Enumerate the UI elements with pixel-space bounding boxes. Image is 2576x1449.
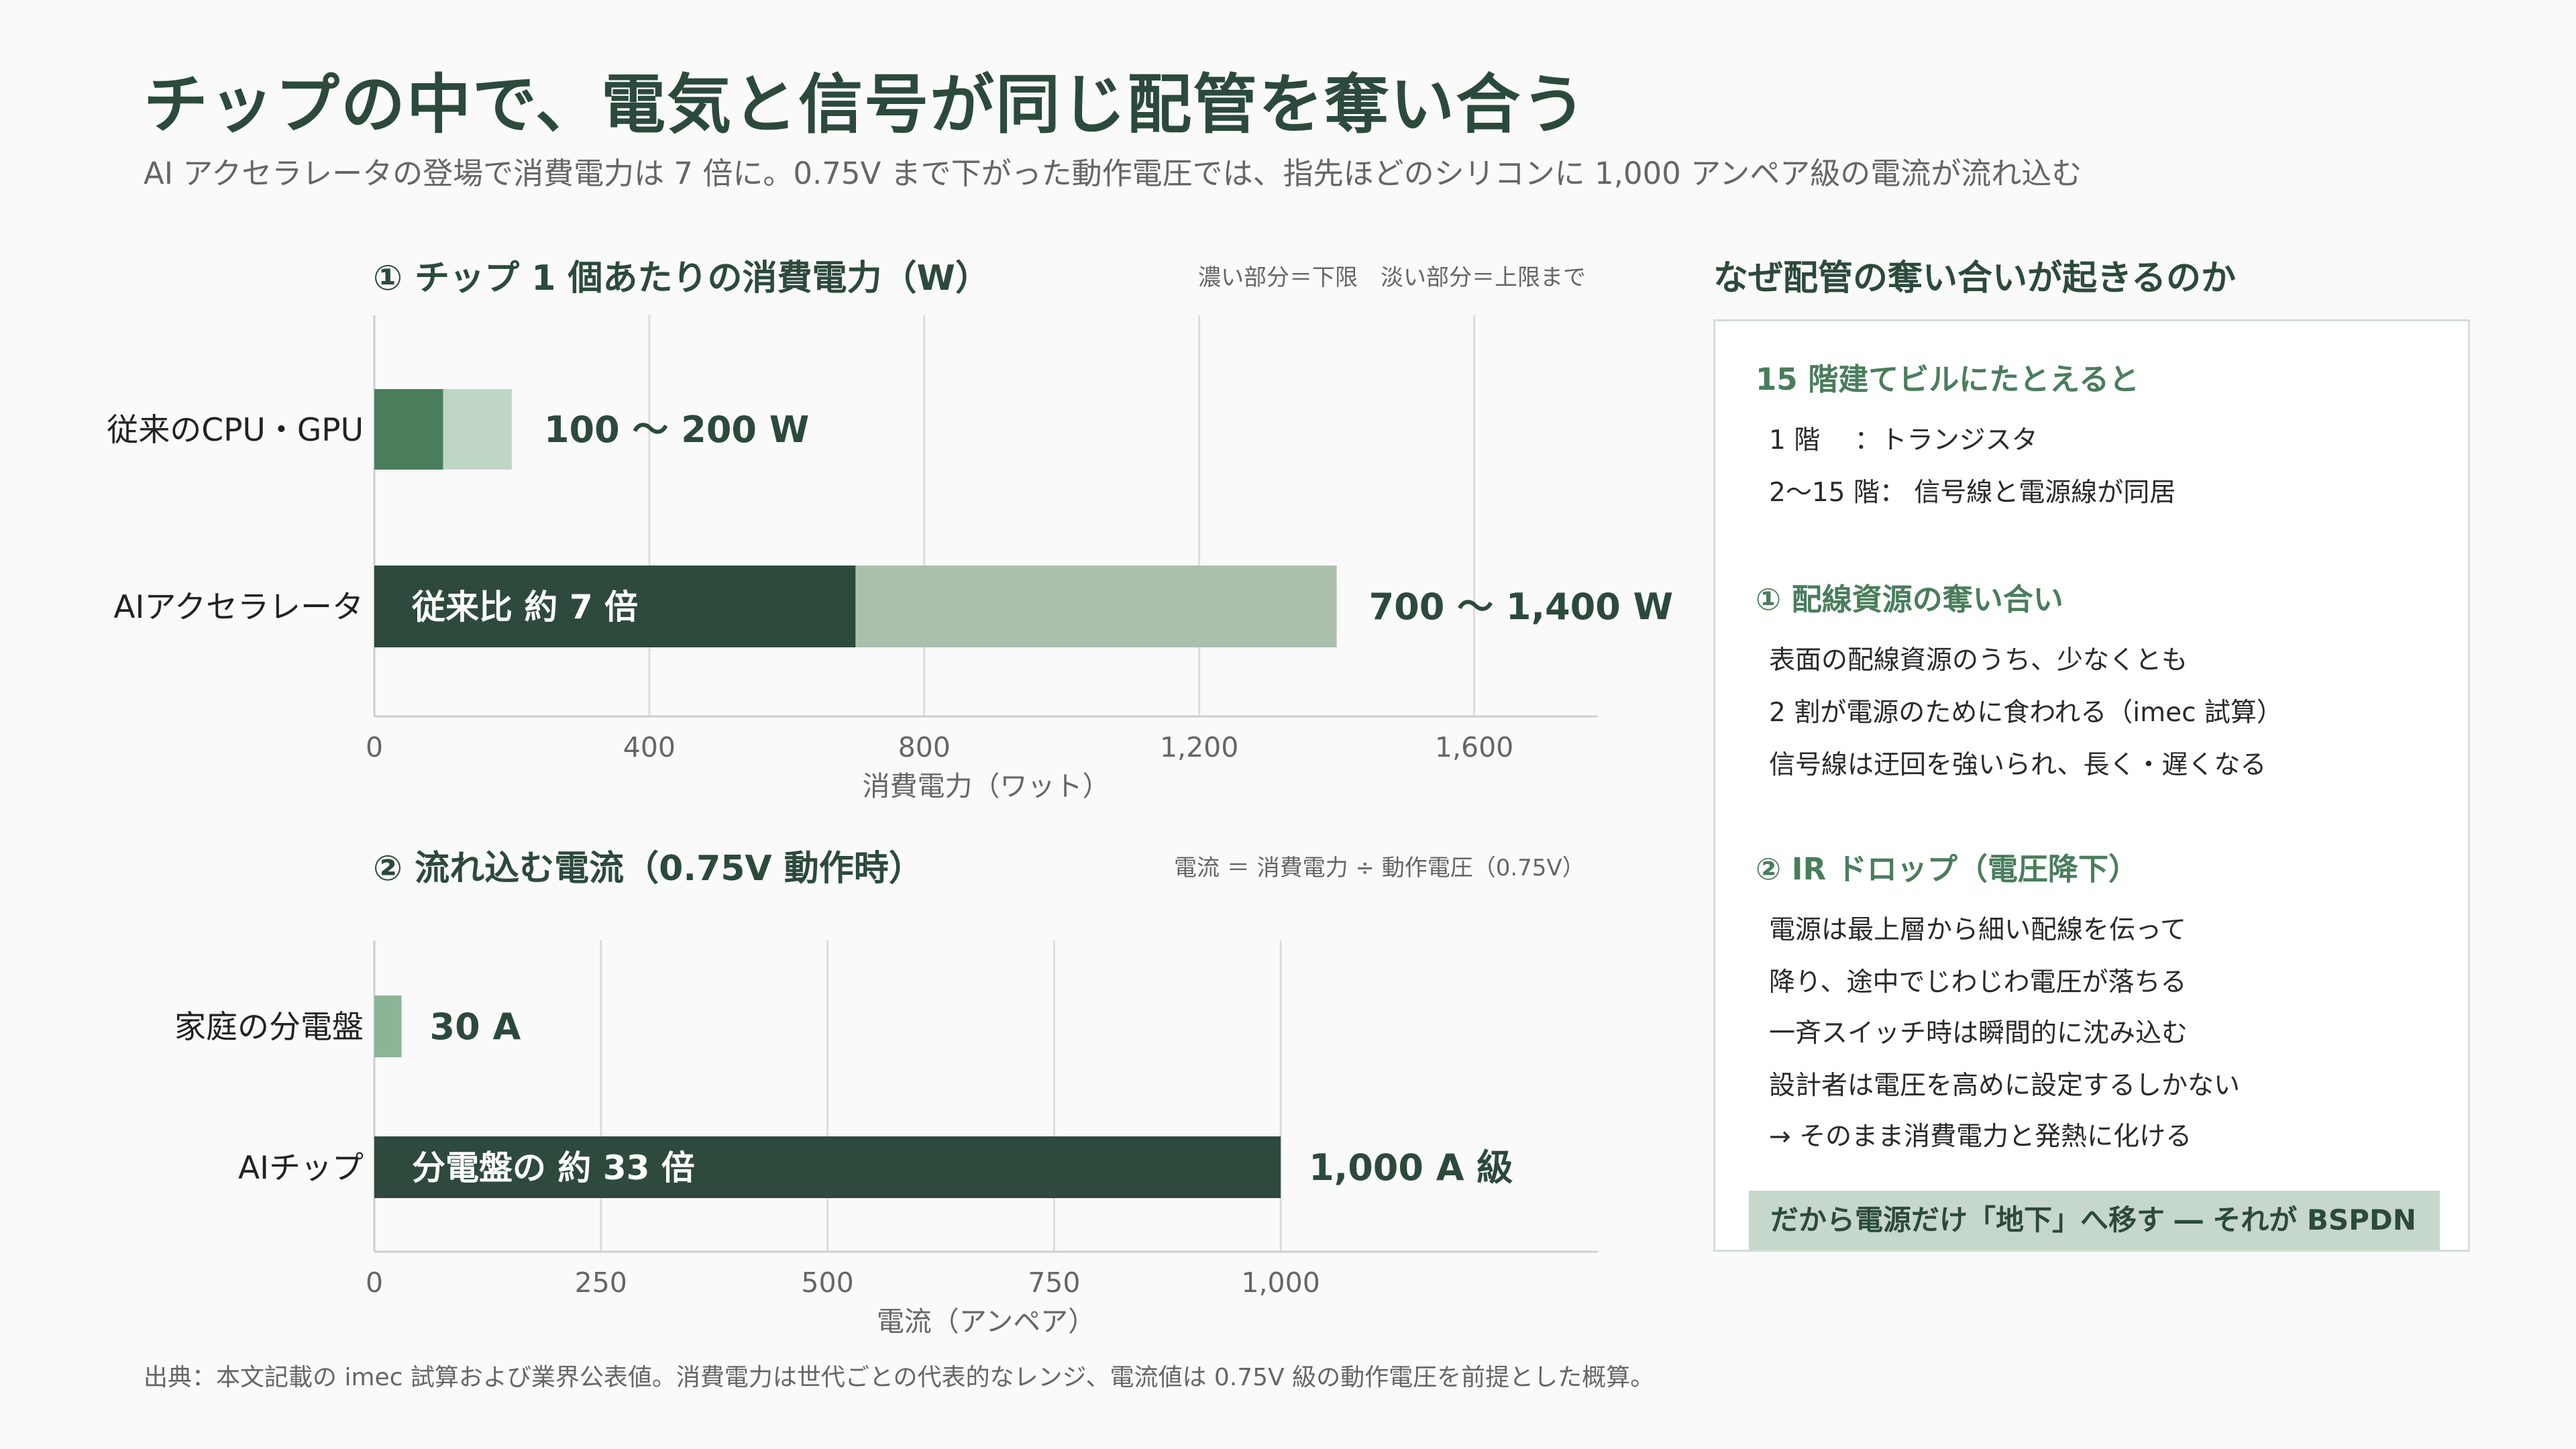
bar [374,996,402,1057]
analogy-heading: 15 階建てビルにたとえると [1756,362,2139,397]
section2-line: 一斉スイッチ時は瞬間的に沈み込む [1769,1018,2188,1049]
x-tick-label: 0 [366,731,383,763]
page-title: チップの中で、電気と信号が同じ配管を奪い合う [144,67,1588,142]
bar [374,1136,1281,1198]
x-tick-label: 750 [1028,1267,1080,1299]
category-label: 従来のCPU・GPU [107,412,364,449]
x-tick-label: 500 [801,1267,853,1299]
analogy-line: 1 階 ：トランジスタ [1769,425,2038,455]
x-tick-label: 1,600 [1435,731,1513,763]
x-tick-label: 0 [366,1267,383,1299]
page-subtitle: AI アクセラレータの登場で消費電力は 7 倍に。0.75V まで下がった動作電… [144,156,2082,191]
section2-heading: ② IR ドロップ（電圧降下） [1756,851,2139,887]
category-label: 家庭の分電盤 [174,1009,364,1046]
chart2-note: 電流 ＝ 消費電力 ÷ 動作電圧（0.75V） [1174,855,1585,881]
x-tick-label: 1,200 [1160,731,1238,763]
x-axis-title: 電流（アンペア） [877,1305,1095,1338]
x-tick-label: 400 [623,731,676,763]
category-label: AIチップ [238,1150,364,1187]
bar-upper-range [443,389,512,470]
panel-heading: なぜ配管の奪い合いが起きるのか [1713,258,2236,299]
conclusion-banner: だから電源だけ「地下」へ移す ― それが BSPDN [1749,1191,2440,1250]
chart1-title: ① チップ 1 個あたりの消費電力（W） [373,258,990,299]
value-label: 100 〜 200 W [544,409,809,451]
section1-line: 2 割が電源のために食われる（imec 試算） [1769,698,2283,728]
bar-lower-bound [374,389,443,470]
analogy-line: 2〜15 階： 信号線と電源線が同居 [1769,478,2176,508]
source-note: 出典：本文記載の imec 試算および業界公表値。消費電力は世代ごとの代表的なレ… [144,1364,1655,1391]
section2-line: → そのまま消費電力と発熱に化ける [1769,1122,2192,1152]
section2-line: 設計者は電圧を高めに設定するしかない [1769,1071,2241,1101]
bar-inner-label: 分電盤の 約 33 倍 [412,1148,695,1187]
chart1-note: 濃い部分＝下限 淡い部分＝上限まで [1198,264,1586,291]
x-tick-label: 250 [575,1267,627,1299]
value-label: 1,000 A 級 [1309,1146,1513,1189]
value-label: 30 A [430,1006,521,1048]
power-chart: 0 400 800 1,200 1,600 消費電力（ワット） 従来のCPU・GPU 100 … [107,315,1674,802]
bar-lower-bound [374,566,856,647]
x-tick-label: 1,000 [1241,1267,1320,1299]
section1-line: 表面の配線資源のうち、少なくとも [1769,645,2188,676]
category-label: AIアクセラレータ [113,589,364,626]
x-tick-label: 800 [898,731,951,763]
value-label: 700 〜 1,400 W [1369,586,1674,628]
section2-line: 降り、途中でじわじわ電圧が落ちる [1769,967,2187,998]
chart2-title: ② 流れ込む電流（0.75V 動作時） [373,849,924,889]
current-chart: 0 250 500 750 1,000 電流（アンペア） 家庭の分電盤 30 A AIチップ 1,… [174,941,1598,1338]
section1-heading: ① 配線資源の奪い合い [1756,582,2063,617]
explanation-panel: 15 階建てビルにたとえると 1 階 ：トランジスタ 2〜15 階： 信号線と電… [1713,319,2470,1252]
bar-inner-label: 従来比 約 7 倍 [411,588,638,627]
section1-line: 信号線は迂回を強いられ、長く・遅くなる [1769,750,2267,780]
x-axis-title: 消費電力（ワット） [863,770,1110,802]
section2-line: 電源は最上層から細い配線を伝って [1769,915,2187,945]
bar-upper-range [855,566,1337,647]
